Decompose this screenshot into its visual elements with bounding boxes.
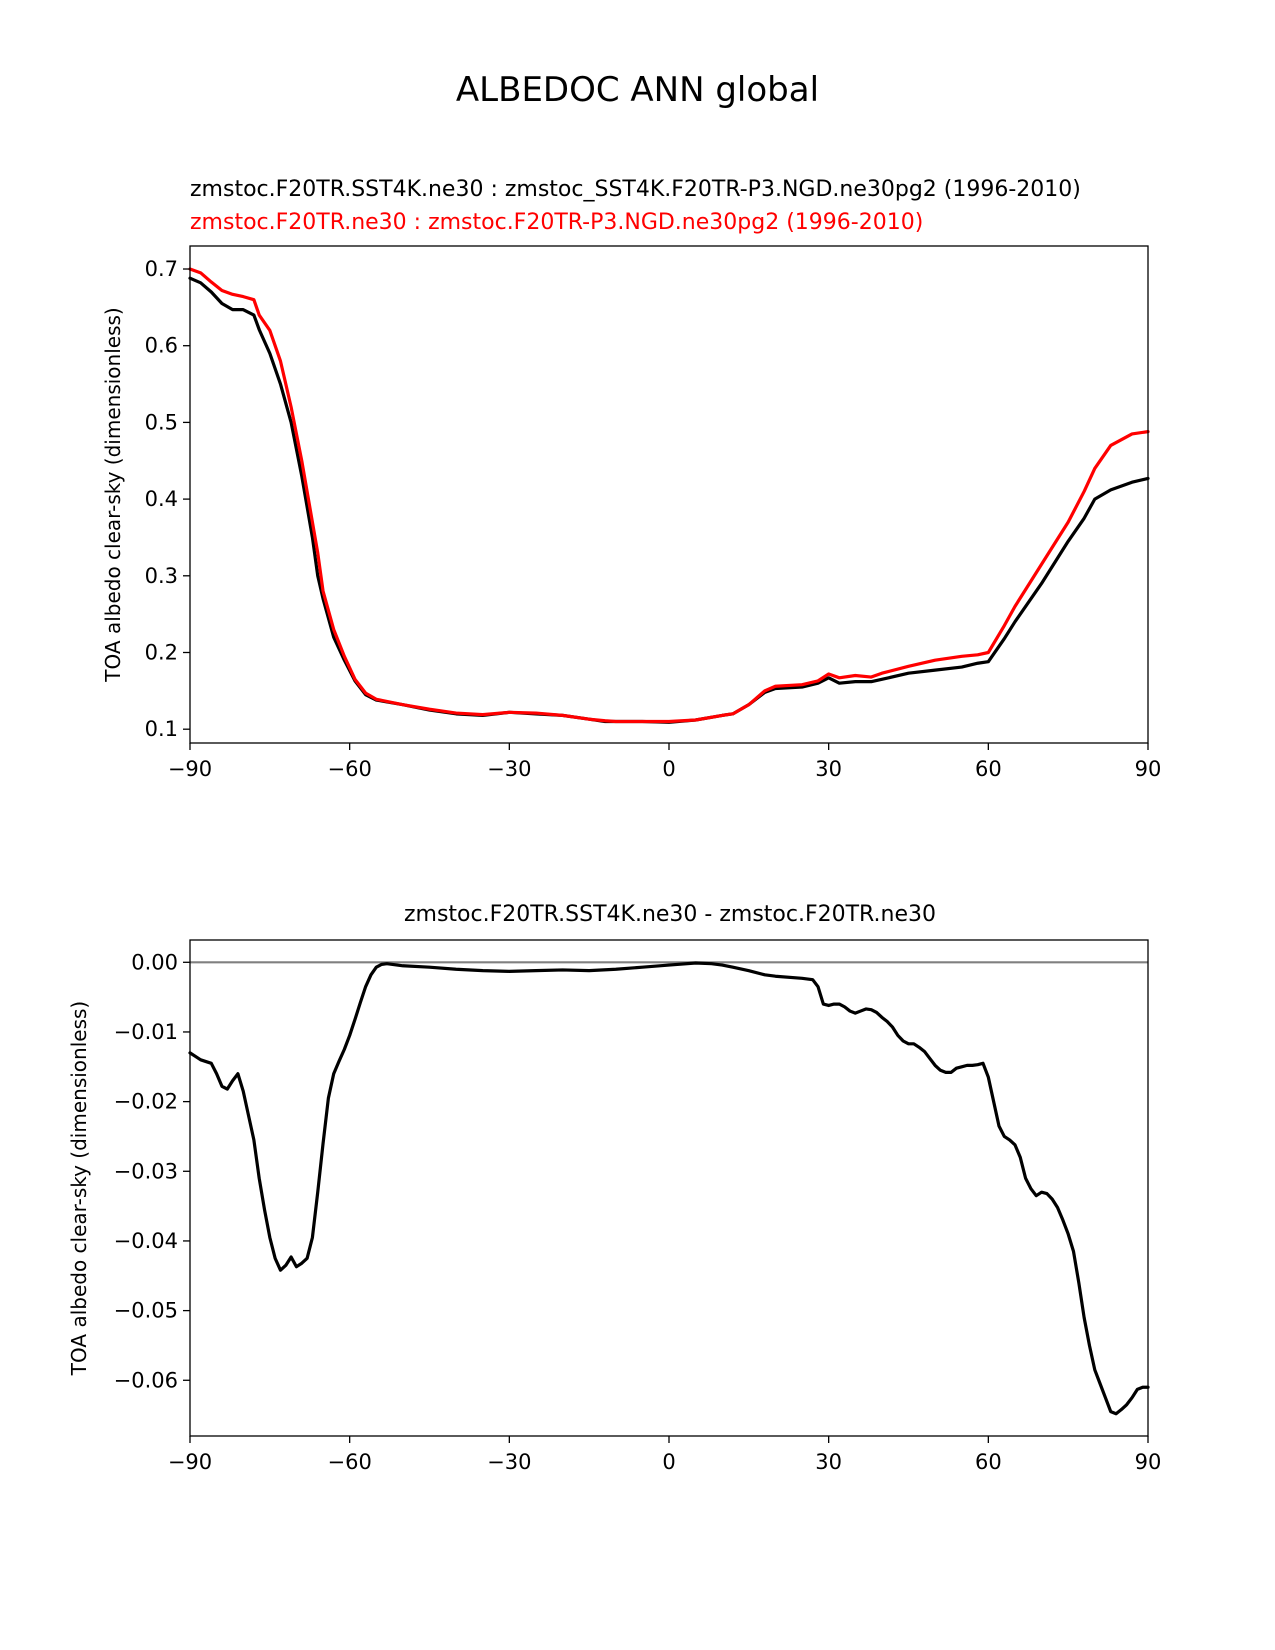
bottom-x-tick-label: −90	[168, 1450, 212, 1474]
bottom-y-tick-label: −0.03	[114, 1159, 178, 1183]
bottom-chart: −90 −60 −30 0 30 60 90 0.00 −0.01 −0.02 −0.03 −0.04…	[67, 939, 1162, 1474]
bottom-y-tick-label: −0.01	[114, 1020, 178, 1044]
top-x-tick-label: −30	[487, 757, 531, 781]
top-y-tick-label: 0.5	[145, 410, 178, 434]
top-series-line-1	[188, 276, 1150, 724]
bottom-series-line-1	[188, 961, 1150, 1416]
bottom-chart-title: zmstoc.F20TR.SST4K.ne30 - zmstoc.F20TR.n…	[403, 902, 937, 927]
top-x-tick-label: 60	[975, 757, 1002, 781]
top-chart-subtitle-test: zmstoc.F20TR.SST4K.ne30 : zmstoc_SST4K.F…	[190, 177, 1081, 202]
bottom-y-tick-label: −0.04	[114, 1229, 178, 1253]
bottom-x-tick-label: −30	[487, 1450, 531, 1474]
top-x-tick-label: −60	[328, 757, 372, 781]
bottom-y-tick-label: −0.02	[114, 1090, 178, 1114]
bottom-x-tick-label: 60	[975, 1450, 1002, 1474]
top-series-line-2	[188, 267, 1150, 724]
top-chart: −90 −60 −30 0 30 60 90 0.1 0.2 0.3 0.4 0.5 0.6 0.7 TOA…	[101, 245, 1162, 781]
top-y-axis-label: TOA albedo clear-sky (dimensionless)	[101, 307, 125, 682]
bottom-y-tick-label: −0.05	[114, 1299, 178, 1323]
figure-title: ALBEDOC ANN global	[455, 70, 820, 110]
bottom-y-axis-label: TOA albedo clear-sky (dimensionless)	[67, 1001, 91, 1376]
bottom-x-tick-label: 0	[662, 1450, 675, 1474]
top-y-tick-label: 0.1	[145, 717, 178, 741]
top-y-tick-label: 0.3	[145, 564, 178, 588]
top-x-tick-label: 0	[662, 757, 675, 781]
top-x-tick-label: 30	[815, 757, 842, 781]
bottom-x-tick-label: 30	[815, 1450, 842, 1474]
top-y-tick-label: 0.7	[145, 257, 178, 281]
bottom-x-tick-label: 90	[1135, 1450, 1162, 1474]
top-y-tick-label: 0.4	[145, 487, 178, 511]
top-plot-frame	[189, 245, 1149, 744]
bottom-y-tick-label: −0.06	[114, 1368, 178, 1392]
top-y-tick-label: 0.6	[145, 334, 178, 358]
bottom-y-tick-label: 0.00	[131, 950, 178, 974]
top-x-tick-label: −90	[168, 757, 212, 781]
bottom-plot-frame	[189, 939, 1149, 1437]
top-chart-subtitle-reference: zmstoc.F20TR.ne30 : zmstoc.F20TR-P3.NGD.…	[190, 210, 924, 235]
bottom-x-tick-label: −60	[328, 1450, 372, 1474]
top-y-tick-label: 0.2	[145, 640, 178, 664]
top-x-tick-label: 90	[1135, 757, 1162, 781]
